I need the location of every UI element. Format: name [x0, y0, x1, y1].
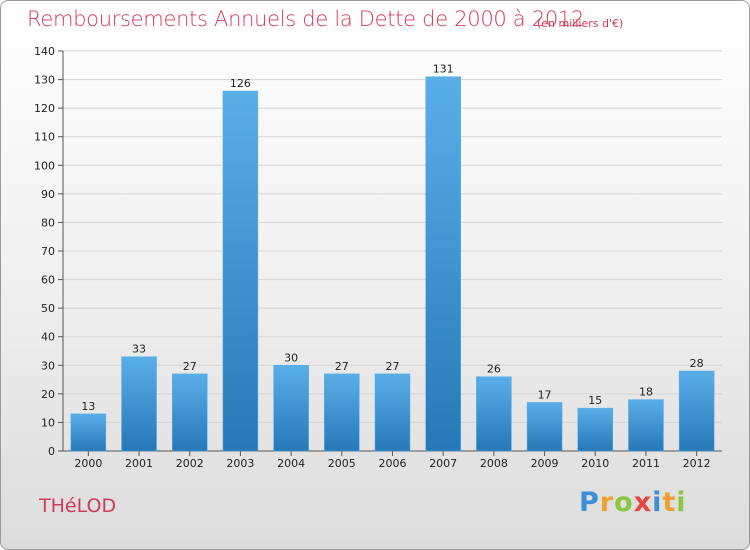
y-tick-label: 140 — [34, 45, 55, 58]
value-label-2004: 30 — [284, 351, 298, 364]
y-tick-label: 100 — [34, 159, 55, 172]
logo-letter: i — [676, 487, 687, 518]
y-tick-label: 30 — [41, 359, 55, 372]
logo-letter: o — [614, 487, 634, 518]
y-tick-label: 90 — [41, 188, 55, 201]
chart-unit: (en milliers d'€) — [537, 17, 624, 30]
bar-2000 — [70, 413, 107, 452]
y-tick-label: 40 — [41, 331, 55, 344]
x-tick-label-2011: 2011 — [632, 457, 660, 470]
y-tick-label: 110 — [34, 131, 55, 144]
bar-2012 — [678, 370, 715, 452]
bar-2008 — [476, 376, 512, 452]
bar-2010 — [577, 407, 614, 452]
y-tick-label: 130 — [34, 74, 55, 87]
y-tick-label: 50 — [41, 302, 55, 315]
value-label-2009: 17 — [538, 388, 552, 401]
y-tick-label: 0 — [48, 445, 55, 458]
x-tick-label-2005: 2005 — [328, 457, 356, 470]
y-tick-label: 70 — [41, 245, 55, 258]
x-tick-label-2010: 2010 — [581, 457, 609, 470]
logo-letter: t — [662, 487, 677, 518]
x-tick-label-2007: 2007 — [429, 457, 457, 470]
x-tick-label-2004: 2004 — [277, 457, 305, 470]
proxiti-logo: Proxiti — [579, 487, 687, 518]
value-label-2012: 28 — [690, 357, 704, 370]
value-label-2000: 13 — [81, 400, 95, 413]
logo-letter: P — [579, 487, 600, 518]
value-label-2003: 126 — [230, 77, 251, 90]
bar-2009 — [526, 402, 563, 452]
bar-2002 — [171, 373, 208, 452]
bar-2003 — [222, 90, 259, 452]
bar-2005 — [324, 373, 360, 452]
bar-2004 — [273, 365, 309, 452]
x-tick-label-2003: 2003 — [226, 457, 254, 470]
logo-letter: i — [652, 487, 663, 518]
logo-letter: r — [599, 487, 615, 518]
y-tick-label: 60 — [41, 274, 55, 287]
x-tick-label-2009: 2009 — [531, 457, 559, 470]
x-tick-label-2000: 2000 — [74, 457, 102, 470]
bar-2011 — [628, 399, 664, 452]
y-tick-label: 120 — [34, 102, 55, 115]
value-label-2007: 131 — [433, 63, 454, 76]
value-label-2002: 27 — [183, 360, 197, 373]
logo-letter: x — [633, 487, 653, 518]
bar-2001 — [121, 356, 157, 452]
bar-2007 — [425, 76, 461, 452]
x-tick-label-2006: 2006 — [379, 457, 407, 470]
value-label-2010: 15 — [588, 394, 602, 407]
x-tick-label-2001: 2001 — [125, 457, 153, 470]
y-tick-label: 20 — [41, 388, 55, 401]
chart-title: Remboursements Annuels de la Dette de 20… — [27, 7, 584, 31]
value-label-2006: 27 — [386, 360, 400, 373]
x-tick-label-2012: 2012 — [683, 457, 711, 470]
bar-2006 — [374, 373, 411, 452]
value-label-2001: 33 — [132, 343, 146, 356]
x-tick-label-2008: 2008 — [480, 457, 508, 470]
x-tick-label-2002: 2002 — [176, 457, 204, 470]
city-name: THéLOD — [39, 495, 117, 517]
value-label-2008: 26 — [487, 363, 501, 376]
value-label-2005: 27 — [335, 360, 349, 373]
value-label-2011: 18 — [639, 386, 653, 399]
y-tick-label: 10 — [41, 416, 55, 429]
y-tick-label: 80 — [41, 216, 55, 229]
